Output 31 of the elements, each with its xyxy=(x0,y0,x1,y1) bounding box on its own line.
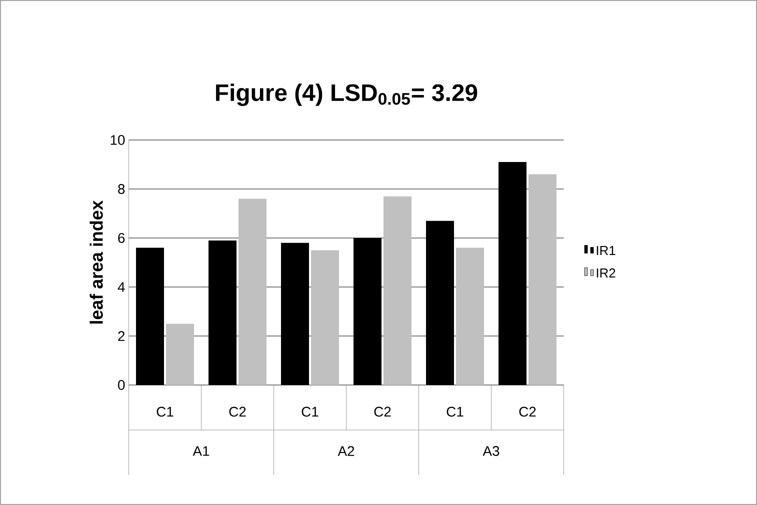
bar xyxy=(383,196,412,385)
bar xyxy=(281,242,310,385)
chart-title: Figure (4) LSD$_{0.05}$= 3.29 xyxy=(216,84,478,106)
bar xyxy=(528,174,556,385)
y-tick-label: 10 xyxy=(110,135,125,145)
y-tick-label: 2 xyxy=(118,331,125,341)
legend-label: IR2 xyxy=(596,268,616,278)
bar xyxy=(310,250,339,385)
bar xyxy=(498,162,527,385)
y-tick-label: 4 xyxy=(118,282,125,292)
text: A2 xyxy=(338,446,354,456)
x-tick-label: C2 xyxy=(374,406,391,417)
bar xyxy=(166,324,194,385)
bar xyxy=(456,248,484,385)
bar xyxy=(354,238,382,385)
y-axis-title: leaf area index xyxy=(90,200,103,324)
bar xyxy=(426,220,454,385)
bar xyxy=(208,240,237,385)
x-tick-label: C1 xyxy=(446,406,464,417)
x-tick-label: C1 xyxy=(302,406,318,417)
text: A3 xyxy=(482,446,500,456)
bar xyxy=(238,198,266,385)
y-tick-label: 0 xyxy=(118,380,125,390)
y-tick-label: 8 xyxy=(118,184,125,194)
x-tick-label: C1 xyxy=(156,406,174,417)
text: A1 xyxy=(192,446,210,456)
legend-label: IR1 xyxy=(596,246,616,255)
bar xyxy=(136,248,164,385)
x-tick-label: C2 xyxy=(229,406,246,417)
x-tick-label: C2 xyxy=(519,406,536,417)
y-tick-label: 6 xyxy=(118,233,125,243)
